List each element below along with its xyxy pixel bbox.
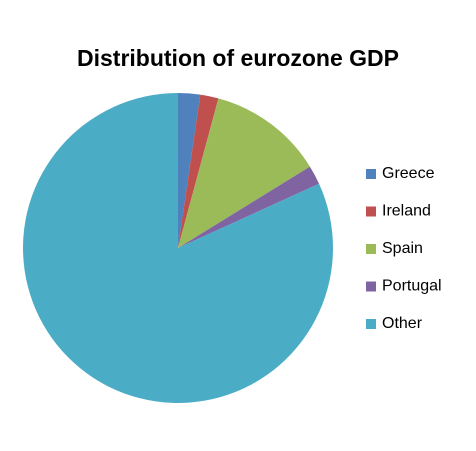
pie-slice	[178, 93, 201, 248]
legend-swatch	[366, 281, 376, 292]
legend-label: Spain	[382, 240, 423, 257]
pie-slice	[178, 98, 310, 248]
legend-swatch	[366, 169, 376, 179]
pie-slice	[22, 93, 333, 403]
legend-label: Other	[382, 315, 423, 332]
legend-label: Portugal	[382, 278, 442, 295]
legend-label: Ireland	[382, 203, 431, 220]
legend-swatch	[366, 206, 376, 217]
legend-label: Greece	[382, 165, 435, 182]
pie-slice	[178, 94, 219, 249]
pie-slice	[178, 166, 320, 248]
legend-swatch	[366, 244, 376, 254]
legend-swatch	[366, 319, 376, 329]
chart-title: Distribution of eurozone GDP	[77, 45, 399, 71]
